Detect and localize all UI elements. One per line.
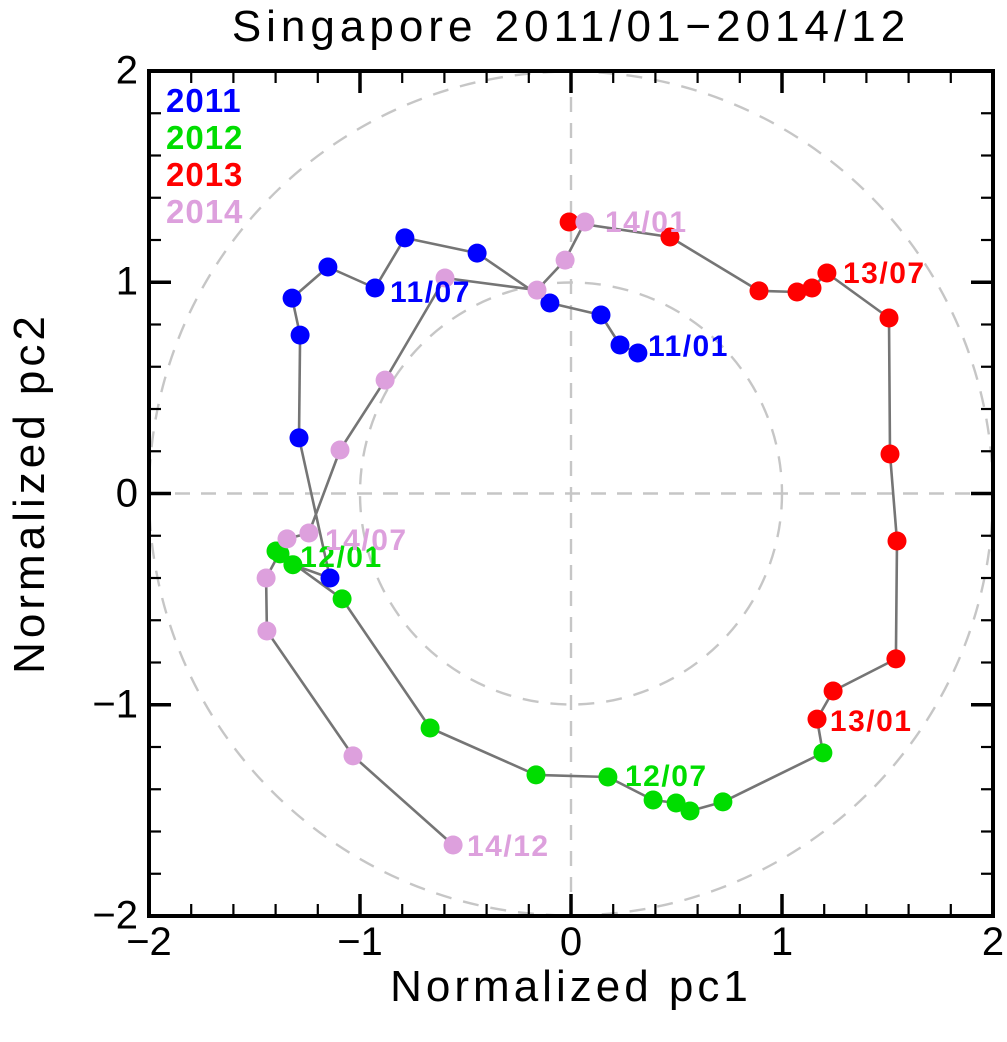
data-point-13-11 bbox=[660, 227, 680, 247]
data-point-14-09 bbox=[256, 568, 276, 588]
y-tick-label-−2: −2 bbox=[92, 893, 138, 938]
data-point-13-06 bbox=[879, 308, 899, 328]
data-point-12-05 bbox=[420, 718, 440, 738]
y-tick-label-1: 1 bbox=[115, 259, 138, 304]
data-point-12-10 bbox=[680, 801, 700, 821]
data-point-11-03 bbox=[591, 305, 611, 325]
data-point-14-06 bbox=[330, 440, 350, 460]
x-tick-label-2: 2 bbox=[981, 920, 1005, 964]
data-point-14-11 bbox=[343, 746, 363, 766]
data-point-14-08 bbox=[277, 529, 297, 549]
data-point-11-10 bbox=[290, 325, 310, 345]
x-axis-label: Normalized pc1 bbox=[390, 962, 752, 1011]
legend-item-2014: 2014 bbox=[166, 193, 244, 230]
data-point-14-04 bbox=[435, 268, 455, 288]
x-tick-label-0: 0 bbox=[559, 920, 583, 964]
x-tick-label-−1: −1 bbox=[337, 920, 383, 964]
data-point-13-03 bbox=[886, 649, 906, 669]
data-point-12-07 bbox=[598, 767, 618, 787]
data-point-12-08 bbox=[643, 790, 663, 810]
data-point-11-02 bbox=[610, 335, 630, 355]
x-tick-label-−2: −2 bbox=[126, 920, 172, 964]
y-tick-label-−1: −1 bbox=[92, 682, 138, 727]
legend-item-2012: 2012 bbox=[166, 119, 244, 156]
data-point-13-08 bbox=[802, 278, 822, 298]
data-point-14-05 bbox=[375, 370, 395, 390]
y-tick-label-0: 0 bbox=[115, 471, 138, 515]
data-point-13-09 bbox=[787, 282, 807, 302]
data-point-14-01 bbox=[575, 212, 595, 232]
data-point-14-10 bbox=[257, 621, 277, 641]
annotation-12-07: 12/07 bbox=[625, 760, 708, 793]
data-point-14-12 bbox=[443, 835, 463, 855]
legend-item-2013: 2013 bbox=[166, 156, 244, 193]
circle-guide-r1 bbox=[358, 281, 784, 706]
data-point-11-11 bbox=[289, 428, 309, 448]
data-point-13-04 bbox=[887, 531, 907, 551]
data-point-13-01 bbox=[807, 709, 827, 729]
annotation-14-07: 14/07 bbox=[325, 524, 408, 557]
data-point-11-12 bbox=[320, 568, 340, 588]
data-point-12-01 bbox=[283, 555, 303, 575]
legend: 2011 2012 2013 2014 bbox=[166, 82, 243, 230]
data-point-13-02 bbox=[823, 681, 843, 701]
data-point-11-04 bbox=[540, 293, 560, 313]
data-point-14-03 bbox=[527, 280, 547, 300]
annotation-12-01: 12/01 bbox=[300, 541, 383, 574]
annotation-14-12: 14/12 bbox=[467, 830, 550, 863]
data-point-11-05 bbox=[467, 243, 487, 263]
legend-item-2011: 2011 bbox=[166, 82, 242, 119]
data-point-13-12 bbox=[559, 212, 579, 232]
y-tick-label-2: 2 bbox=[115, 48, 138, 93]
data-point-12-09 bbox=[666, 793, 686, 813]
annotation-11-07: 11/07 bbox=[390, 276, 471, 309]
chart-title: Singapore 2011/01−2014/12 bbox=[231, 2, 911, 51]
data-point-12-12 bbox=[813, 743, 833, 763]
data-point-14-07 bbox=[299, 523, 319, 543]
data-point-12-03 bbox=[266, 541, 286, 561]
data-point-14-02 bbox=[555, 250, 575, 270]
data-point-11-07 bbox=[365, 278, 385, 298]
x-tick-label-1: 1 bbox=[770, 920, 794, 964]
annotation-11-01: 11/01 bbox=[648, 330, 729, 363]
data-point-11-06 bbox=[395, 228, 415, 248]
data-point-12-11 bbox=[713, 792, 733, 812]
annotation-14-01: 14/01 bbox=[605, 206, 688, 239]
data-point-11-08 bbox=[318, 257, 338, 277]
annotation-13-07: 13/07 bbox=[843, 257, 926, 290]
data-point-11-01 bbox=[628, 343, 648, 363]
data-point-13-10 bbox=[749, 281, 769, 301]
data-point-12-06 bbox=[526, 765, 546, 785]
data-point-13-05 bbox=[880, 444, 900, 464]
annotation-13-01: 13/01 bbox=[830, 705, 913, 738]
data-point-11-09 bbox=[282, 288, 302, 308]
data-point-12-04 bbox=[332, 589, 352, 609]
data-point-13-07 bbox=[817, 263, 837, 283]
